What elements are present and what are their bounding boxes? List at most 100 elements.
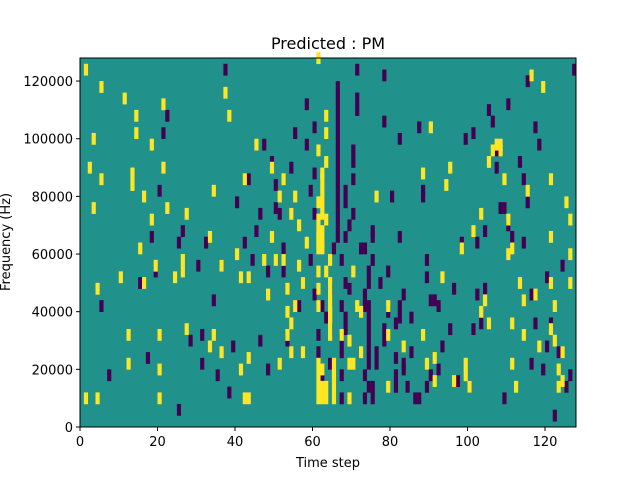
heatmap-cell-low (455, 375, 461, 387)
heatmap-cell-high (289, 346, 294, 359)
y-tick-label: 0 (65, 421, 73, 436)
heatmap-cell-high (293, 300, 298, 312)
heatmap-cell-high (502, 173, 507, 186)
heatmap-cell-low (335, 138, 340, 151)
heatmap-cell-high (421, 328, 426, 341)
heatmap-cell-low (382, 115, 387, 128)
heatmap-cell-low (335, 196, 340, 209)
heatmap-cell-low (281, 265, 286, 278)
heatmap-cell-low (428, 369, 433, 382)
heatmap-cell-high (99, 81, 104, 93)
heatmap-cell-low (552, 409, 557, 422)
heatmap-cell-high (548, 230, 554, 243)
heatmap-cell-low (339, 369, 344, 382)
heatmap-cell-low (483, 282, 488, 295)
heatmap-cell-high (328, 254, 333, 266)
y-axis-ticks: 0 20000 40000 60000 80000 100000 120000 (23, 75, 80, 436)
heatmap-cell-low (452, 282, 457, 295)
heatmap-cell-low (176, 403, 182, 416)
heatmap-cell-high (126, 357, 131, 370)
heatmap-cell-high (510, 357, 515, 370)
heatmap-cell-low (335, 207, 340, 220)
heatmap-cell-high (320, 207, 325, 220)
heatmap-cell-high (432, 352, 437, 364)
heatmap-cell-high (324, 392, 329, 405)
heatmap-cell-low (556, 346, 561, 359)
heatmap-cell-low (378, 277, 383, 289)
heatmap-cell-high (281, 173, 286, 186)
heatmap-cell-high (293, 190, 298, 203)
heatmap-cell-high (130, 167, 135, 180)
heatmap-cell-high (556, 380, 561, 393)
heatmap-cell-low (366, 323, 371, 336)
heatmap-cell-high (331, 392, 337, 405)
heatmap-cell-low (545, 271, 550, 284)
heatmap-cell-low (235, 196, 240, 209)
heatmap-cell-low (362, 392, 368, 405)
heatmap-cell-high (304, 236, 309, 249)
heatmap-cell-low (355, 104, 360, 116)
heatmap-cell-low (486, 104, 492, 116)
heatmap-cell-low (529, 288, 534, 301)
heatmap-cell-low (343, 311, 348, 324)
y-tick-label: 100000 (23, 133, 73, 148)
heatmap-cell-low (258, 334, 263, 347)
heatmap-cell-high (386, 328, 391, 341)
heatmap-cell-low (231, 340, 236, 353)
heatmap-cell-high (157, 328, 162, 341)
heatmap-cell-low (351, 207, 356, 220)
x-tick-label: 40 (227, 435, 244, 450)
heatmap-cell-low (525, 75, 530, 88)
heatmap-cell-high (328, 328, 333, 341)
heatmap-cell-high (537, 340, 542, 353)
heatmap-cell-low (343, 196, 348, 209)
heatmap-cell-low (316, 328, 321, 341)
heatmap-cell-low (343, 230, 348, 243)
heatmap-cell-low (382, 69, 387, 82)
heatmap-cell-high (153, 259, 158, 272)
heatmap-cell-high (316, 392, 321, 405)
heatmap-cell-low (227, 386, 232, 399)
heatmap-cell-high (219, 259, 224, 272)
heatmap-cell-high (91, 132, 96, 145)
heatmap-cell-high (471, 225, 476, 238)
heatmap-cell-low (258, 207, 263, 220)
heatmap-cell-high (184, 207, 189, 220)
heatmap-cell-high (207, 230, 213, 243)
heatmap-cell-high (552, 334, 557, 347)
x-tick-label: 60 (304, 435, 321, 450)
heatmap-cell-low (463, 132, 468, 145)
heatmap-cell-low (351, 144, 356, 157)
heatmap-cell-high (95, 282, 100, 295)
heatmap-cell-low (386, 265, 391, 278)
x-axis-ticks: 0 20 40 60 80 100 120 (76, 427, 557, 450)
heatmap-cell-low (541, 363, 546, 376)
heatmap-cell-low (417, 392, 422, 405)
heatmap-cell-high (266, 288, 271, 301)
heatmap-cell-low (351, 156, 356, 168)
heatmap-cell-high (533, 288, 538, 301)
heatmap-cell-high (277, 190, 282, 203)
heatmap-cell-high (149, 213, 154, 226)
heatmap-cell-low (366, 265, 371, 278)
heatmap-cell-low (273, 202, 278, 214)
x-tick-label: 0 (76, 435, 84, 450)
heatmap-cell-high (316, 144, 321, 157)
heatmap-cell-low (479, 317, 484, 330)
heatmap-cell-low (424, 380, 430, 393)
heatmap-cell-low (304, 98, 309, 111)
heatmap-cell-low (304, 138, 309, 151)
heatmap-cell-high (483, 294, 488, 307)
heatmap-cell-high (486, 156, 492, 168)
heatmap-cell-high (463, 369, 468, 382)
heatmap-cell-high (223, 86, 228, 99)
heatmap-cell-low (99, 300, 104, 312)
heatmap-cell-high (328, 288, 333, 301)
heatmap-cell-high (324, 156, 329, 168)
y-tick-label: 60000 (32, 248, 73, 263)
heatmap-cell-high (134, 109, 139, 122)
heatmap-cell-high (452, 375, 457, 387)
heatmap-cell-low (335, 173, 340, 186)
heatmap-cell-low (161, 127, 166, 140)
